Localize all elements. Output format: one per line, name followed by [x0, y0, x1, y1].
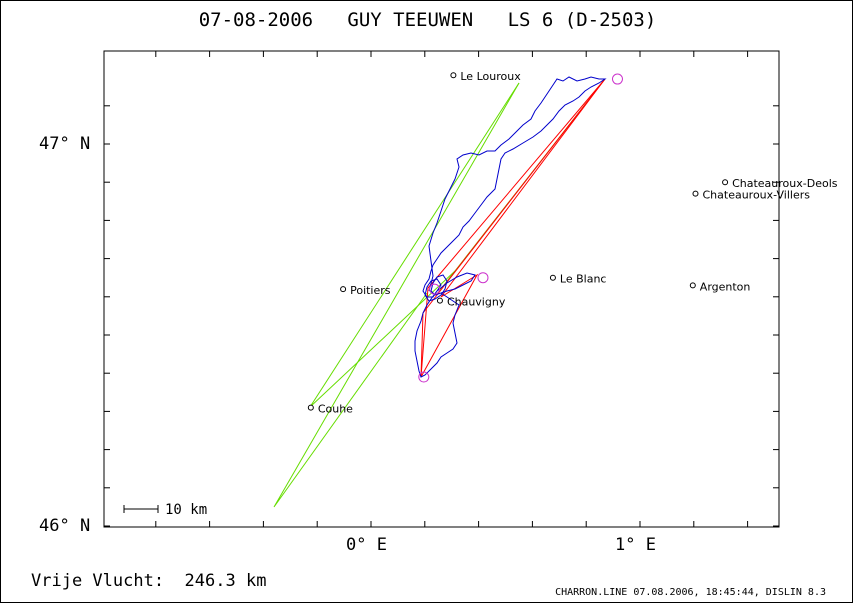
- place-label: Chateauroux-Villers: [702, 189, 810, 202]
- place-marker: [689, 282, 696, 289]
- place-marker: [436, 297, 443, 304]
- place-marker: [450, 72, 457, 79]
- map-frame: [103, 50, 780, 528]
- credit-line: CHARRON.LINE 07.08.2006, 18:45:44, DISLI…: [555, 587, 826, 598]
- assist-line: [309, 82, 520, 408]
- turnpoint-marker: [418, 371, 430, 383]
- task-lines: [420, 78, 606, 378]
- lat-label-46: 46° N: [39, 516, 91, 536]
- place-marker: [722, 179, 729, 186]
- lat-label-47: 47° N: [39, 134, 91, 154]
- turnpoint-marker: [429, 283, 441, 295]
- turnpoint-marker: [611, 73, 623, 85]
- glider-id: LS 6 (D-2503): [507, 9, 657, 31]
- distance-label: Vrije Vlucht:: [31, 571, 165, 591]
- lon-label-1: 1° E: [615, 535, 656, 555]
- scale-bar-label: 10 km: [165, 502, 207, 518]
- task-leg: [420, 78, 606, 378]
- task-leg: [420, 78, 606, 378]
- place-marker: [340, 286, 347, 293]
- place-label: Chateauroux-Deols: [732, 177, 838, 190]
- place-label: Poitiers: [350, 284, 391, 297]
- flight-track: [414, 76, 607, 378]
- place-label: Le Louroux: [460, 70, 521, 83]
- scale-bar: 10 km: [123, 502, 207, 518]
- flight-date: 07-08-2006: [198, 9, 314, 31]
- place-label: Chauvigny: [447, 296, 506, 309]
- place-label: Couhe: [318, 403, 353, 416]
- place-marker: [549, 274, 556, 281]
- place-label: Le Blanc: [560, 273, 607, 286]
- place-label: Argenton: [700, 280, 751, 293]
- map-title: 07-08-2006 GUY TEEUWEN LS 6 (D-2503): [1, 9, 853, 31]
- place-marker: [307, 404, 314, 411]
- distance-summary: Vrije Vlucht: 246.3 km: [31, 571, 266, 591]
- places: Le Louroux Chateauroux-DeolsChateauroux-V…: [307, 70, 838, 416]
- pilot-name: GUY TEEUWEN: [347, 9, 474, 31]
- turnpoint-marker: [477, 272, 489, 284]
- distance-value: 246.3 km: [184, 571, 267, 591]
- turnpoints: [418, 73, 623, 383]
- place-marker: [692, 190, 699, 197]
- axis-ticks: [104, 51, 779, 527]
- assist-line: [273, 82, 520, 508]
- lon-label-0: 0° E: [346, 535, 387, 555]
